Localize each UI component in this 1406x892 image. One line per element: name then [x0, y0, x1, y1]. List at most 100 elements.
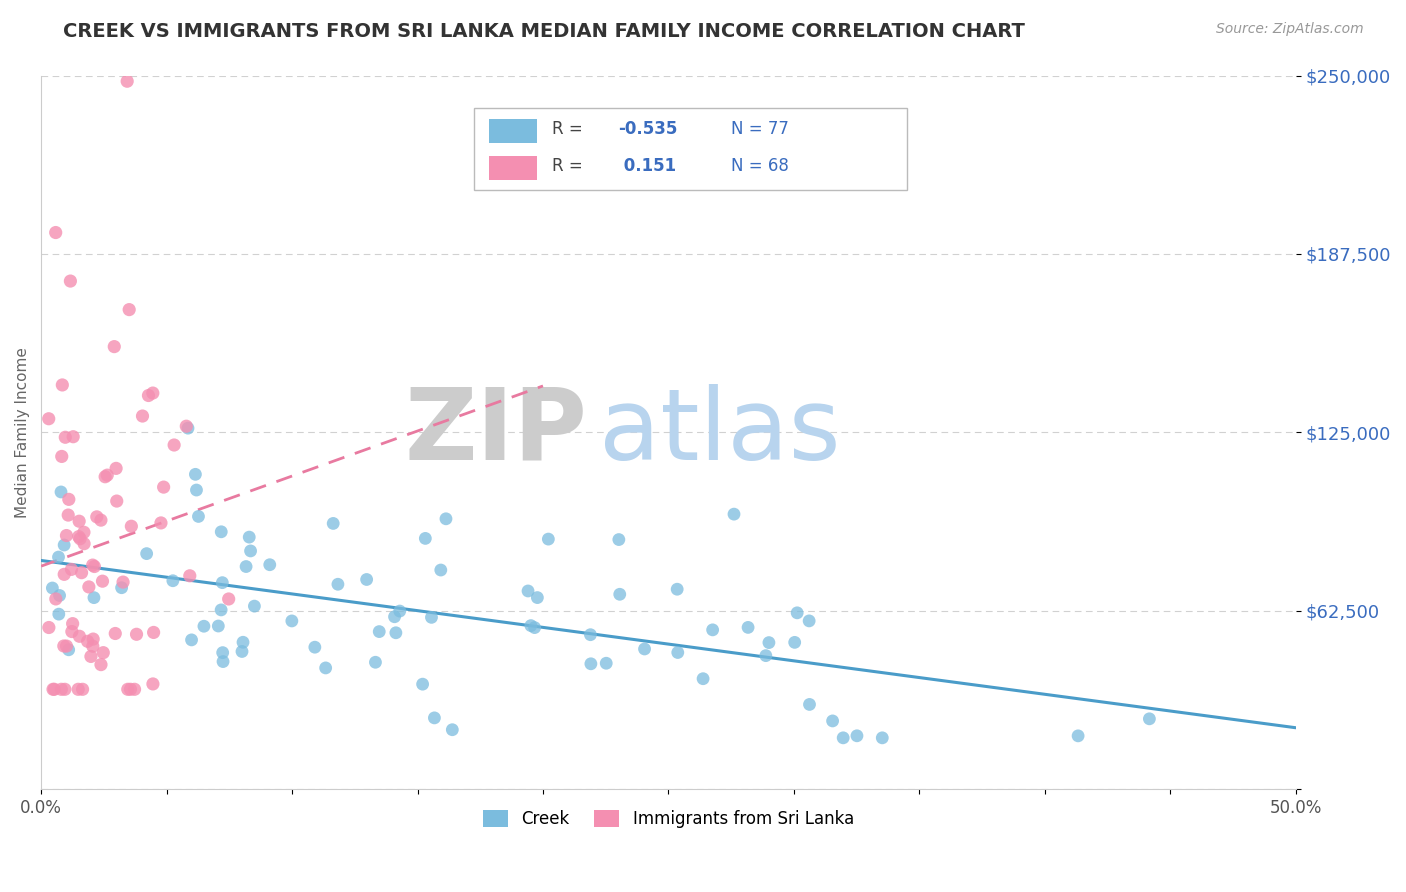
Text: R =: R = [551, 120, 588, 138]
Point [125, 627, 148, 641]
Point [91, 574, 114, 589]
Point [364, 655, 387, 669]
Point [723, 507, 745, 521]
Point [73, 537, 96, 551]
Point [48, 607, 70, 622]
Point [142, 386, 165, 401]
Point [239, 544, 262, 558]
Text: CREEK VS IMMIGRANTS FROM SRI LANKA MEDIAN FAMILY INCOME CORRELATION CHART: CREEK VS IMMIGRANTS FROM SRI LANKA MEDIA… [63, 22, 1025, 41]
Point [62, 430, 84, 444]
Text: ZIP: ZIP [404, 384, 586, 481]
Point [737, 620, 759, 634]
Point [523, 621, 546, 635]
Point [53, 682, 76, 697]
Point [193, 619, 215, 633]
Point [218, 592, 240, 607]
Point [131, 409, 153, 423]
Point [82, 639, 104, 653]
Point [82, 632, 104, 646]
Point [356, 573, 378, 587]
Point [799, 698, 821, 712]
Point [207, 619, 229, 633]
Point [70, 566, 93, 580]
Point [176, 419, 198, 434]
Point [44, 682, 66, 697]
Point [1067, 729, 1090, 743]
Point [83, 591, 105, 605]
Point [211, 575, 233, 590]
Point [110, 581, 132, 595]
Point [423, 711, 446, 725]
Point [832, 731, 855, 745]
Text: -0.535: -0.535 [619, 120, 678, 138]
Point [55, 639, 77, 653]
Point [67, 629, 90, 643]
Point [55, 528, 77, 542]
Point [259, 558, 281, 572]
Point [692, 672, 714, 686]
Text: Source: ZipAtlas.com: Source: ZipAtlas.com [1216, 22, 1364, 37]
Point [120, 682, 142, 697]
Point [520, 618, 543, 632]
Point [388, 604, 411, 618]
Point [783, 635, 806, 649]
Point [51, 682, 73, 697]
Point [758, 635, 780, 649]
Point [186, 483, 208, 497]
Point [60, 562, 83, 576]
Point [430, 563, 453, 577]
Point [72, 682, 94, 697]
Point [526, 591, 548, 605]
Point [91, 646, 114, 660]
Point [53, 538, 76, 552]
Point [58, 642, 80, 657]
Point [53, 567, 76, 582]
Point [104, 626, 127, 640]
Point [94, 469, 117, 483]
Point [797, 614, 820, 628]
Point [115, 74, 138, 88]
Point [415, 532, 437, 546]
Point [96, 468, 118, 483]
Point [48, 589, 70, 603]
Point [633, 642, 655, 657]
Point [326, 577, 349, 591]
Point [845, 729, 868, 743]
Point [60, 624, 83, 639]
Point [702, 623, 724, 637]
Point [105, 494, 128, 508]
Point [434, 512, 457, 526]
Point [441, 723, 464, 737]
Point [59, 274, 82, 288]
Point [53, 430, 76, 444]
Point [67, 514, 90, 528]
Point [51, 378, 73, 392]
Point [666, 582, 689, 597]
Point [48, 550, 70, 565]
Point [105, 461, 128, 475]
Point [180, 632, 202, 647]
Point [322, 516, 344, 531]
Point [142, 677, 165, 691]
Point [187, 509, 209, 524]
Point [304, 640, 326, 655]
Point [58, 508, 80, 522]
Point [73, 525, 96, 540]
Point [90, 513, 112, 527]
FancyBboxPatch shape [474, 108, 907, 190]
Point [579, 657, 602, 671]
Point [124, 682, 146, 697]
Point [138, 388, 160, 402]
Point [420, 610, 443, 624]
Point [38, 620, 60, 634]
Point [52, 639, 75, 653]
Point [315, 661, 337, 675]
Point [1137, 712, 1160, 726]
Point [281, 614, 304, 628]
Text: R =: R = [551, 157, 588, 175]
Point [517, 584, 540, 599]
Bar [489, 156, 537, 180]
Point [163, 438, 186, 452]
Point [117, 682, 139, 697]
Point [235, 559, 257, 574]
